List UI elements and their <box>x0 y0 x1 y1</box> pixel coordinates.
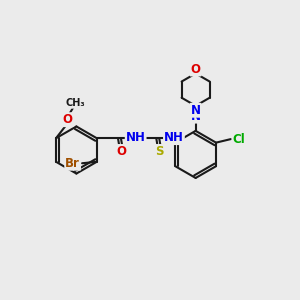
Text: Br: Br <box>65 157 80 170</box>
Text: O: O <box>190 62 201 76</box>
Text: O: O <box>116 145 126 158</box>
Text: S: S <box>155 145 164 158</box>
Text: N: N <box>190 104 201 117</box>
Text: NH: NH <box>164 131 184 144</box>
Text: O: O <box>63 113 73 126</box>
Text: CH₃: CH₃ <box>65 98 85 108</box>
Text: NH: NH <box>126 131 146 144</box>
Text: N: N <box>190 110 201 123</box>
Text: Cl: Cl <box>232 133 245 146</box>
